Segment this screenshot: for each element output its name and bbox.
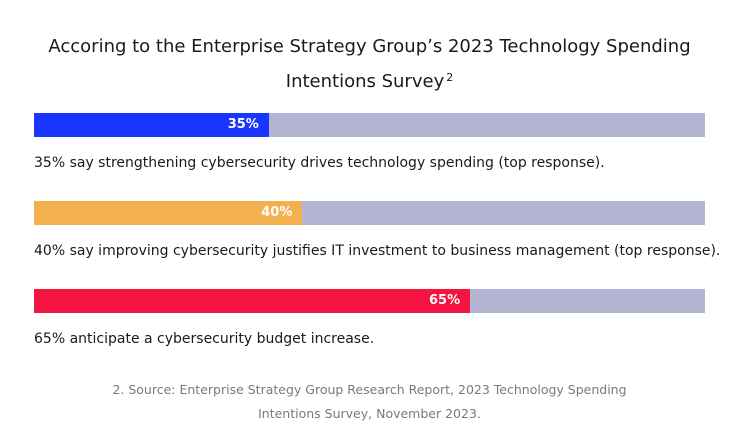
footnote-mark: 2 — [446, 71, 454, 84]
bar-track: 65% — [34, 289, 705, 313]
bar-value-label: 40% — [261, 205, 293, 220]
bar-track: 35% — [34, 113, 705, 137]
bar-caption: 65% anticipate a cybersecurity budget in… — [34, 331, 375, 347]
footnote-line-2: Intentions Survey, November 2023. — [258, 406, 481, 421]
bar-value-label: 35% — [227, 117, 259, 132]
bar-caption: 40% say improving cybersecurity justifie… — [34, 243, 721, 259]
footnote-line-1: 2. Source: Enterprise Strategy Group Res… — [112, 382, 627, 397]
bar-fill: 35% — [34, 113, 269, 137]
bar-track: 40% — [34, 201, 705, 225]
bar-group-3: 65% 65% anticipate a cybersecurity budge… — [34, 289, 705, 347]
chart-title-line-1: Accoring to the Enterprise Strategy Grou… — [48, 36, 691, 57]
bar-fill: 65% — [34, 289, 471, 313]
bar-value-label: 65% — [429, 293, 461, 308]
chart-title: Accoring to the Enterprise Strategy Grou… — [40, 31, 699, 97]
bar-caption: 35% say strengthening cybersecurity driv… — [34, 155, 605, 171]
chart-title-line-2: Intentions Survey — [285, 71, 445, 92]
source-footnote: 2. Source: Enterprise Strategy Group Res… — [60, 378, 679, 426]
bar-group-2: 40% 40% say improving cybersecurity just… — [34, 201, 720, 259]
bar-fill: 40% — [34, 201, 303, 225]
bar-group-1: 35% 35% say strengthening cybersecurity … — [34, 113, 705, 171]
